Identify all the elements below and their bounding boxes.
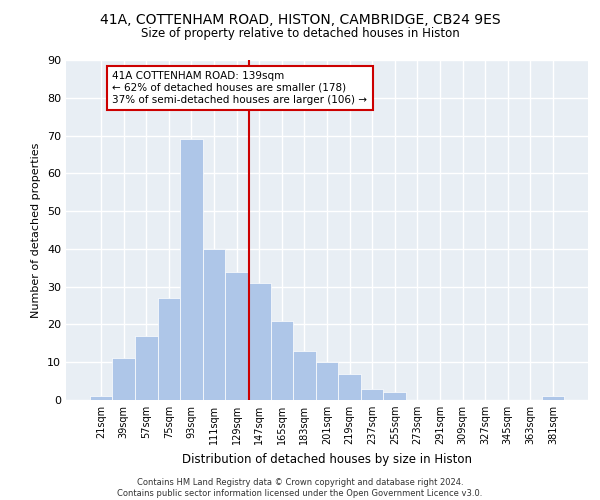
- Bar: [361, 388, 383, 400]
- Bar: [338, 374, 361, 400]
- Bar: [316, 362, 338, 400]
- Text: 41A, COTTENHAM ROAD, HISTON, CAMBRIDGE, CB24 9ES: 41A, COTTENHAM ROAD, HISTON, CAMBRIDGE, …: [100, 12, 500, 26]
- Bar: [203, 249, 226, 400]
- Bar: [271, 320, 293, 400]
- Bar: [383, 392, 406, 400]
- Text: 41A COTTENHAM ROAD: 139sqm
← 62% of detached houses are smaller (178)
37% of sem: 41A COTTENHAM ROAD: 139sqm ← 62% of deta…: [112, 72, 367, 104]
- Bar: [293, 351, 316, 400]
- Bar: [112, 358, 135, 400]
- Bar: [226, 272, 248, 400]
- Text: Size of property relative to detached houses in Histon: Size of property relative to detached ho…: [140, 28, 460, 40]
- Bar: [135, 336, 158, 400]
- Text: Contains HM Land Registry data © Crown copyright and database right 2024.
Contai: Contains HM Land Registry data © Crown c…: [118, 478, 482, 498]
- X-axis label: Distribution of detached houses by size in Histon: Distribution of detached houses by size …: [182, 452, 472, 466]
- Bar: [90, 396, 112, 400]
- Y-axis label: Number of detached properties: Number of detached properties: [31, 142, 41, 318]
- Bar: [180, 140, 203, 400]
- Bar: [542, 396, 564, 400]
- Bar: [248, 283, 271, 400]
- Bar: [158, 298, 180, 400]
